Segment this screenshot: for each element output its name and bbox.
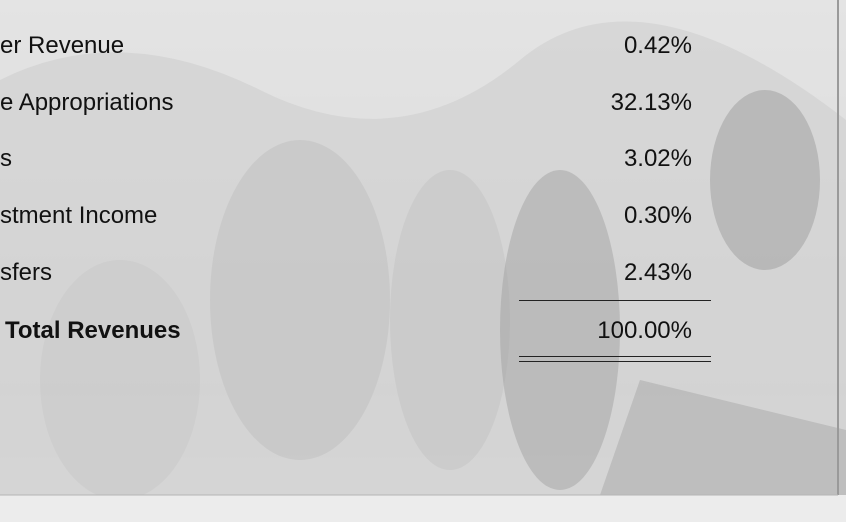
row-value: 0.30% [623, 202, 692, 229]
row-value: 2.43% [623, 259, 692, 286]
total-rule-bottom [519, 361, 711, 362]
row-label: Total Revenues [5, 317, 181, 344]
row-value: 0.42% [623, 32, 692, 59]
table-row: er Revenue 0.42% [0, 32, 846, 72]
row-label: sfers [0, 259, 53, 286]
table-row: Total Revenues 100.00% [0, 317, 846, 357]
table-row: sfers 2.43% [0, 259, 846, 299]
subtotal-rule [519, 300, 711, 301]
row-value: 32.13% [610, 89, 692, 116]
total-rule-top [519, 356, 711, 357]
row-value: 3.02% [623, 145, 692, 172]
row-label: stment Income [0, 202, 158, 229]
row-label: er Revenue [0, 32, 125, 59]
table-row: e Appropriations 32.13% [0, 89, 846, 129]
row-label: e Appropriations [0, 89, 174, 116]
table-row: stment Income 0.30% [0, 202, 846, 242]
table-row: s 3.02% [0, 145, 846, 185]
row-value: 100.00% [597, 317, 692, 344]
row-label: s [0, 145, 12, 172]
